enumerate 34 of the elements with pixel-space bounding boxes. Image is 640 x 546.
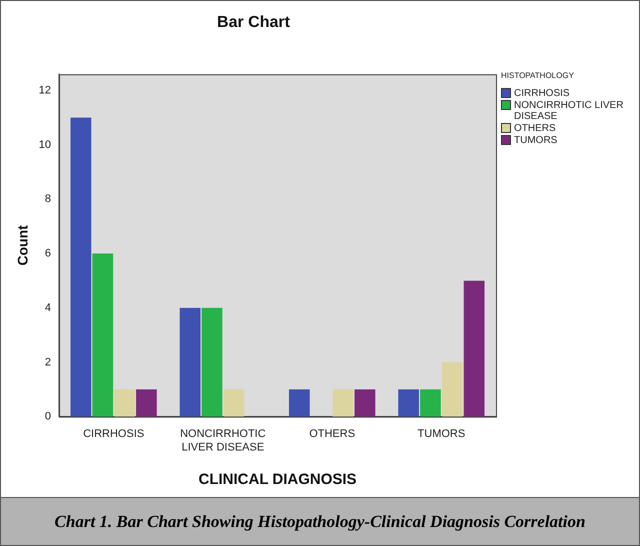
- bar: [354, 389, 376, 417]
- x-tick-label: TUMORS: [418, 428, 466, 440]
- bar: [288, 389, 310, 417]
- bar: [464, 280, 485, 417]
- bar: [136, 389, 157, 417]
- x-tick-label: CIRRHOSIS: [83, 428, 144, 440]
- caption: Chart 1. Bar Chart Showing Histopathology-Clinical Diagnosis Correlation: [54, 512, 586, 532]
- bar: [223, 389, 244, 417]
- bar: [442, 362, 463, 417]
- bar: [202, 308, 222, 417]
- y-tick-label: 2: [44, 356, 52, 368]
- x-tick-label: OTHERS: [309, 428, 356, 440]
- bar: [332, 389, 354, 417]
- y-tick-label: 6: [44, 248, 52, 260]
- legend-title: HISTOPATHOLOGY: [501, 71, 575, 80]
- y-tick-label: 8: [44, 193, 52, 206]
- chart-title: Bar Chart: [217, 14, 291, 32]
- legend-label: TUMORS: [514, 135, 558, 146]
- legend-label: OTHERS: [514, 123, 556, 134]
- y-tick-label: 12: [38, 84, 52, 97]
- legend-label: NONCIRRHOTIC LIVER DISEASE: [514, 100, 624, 122]
- bar: [180, 308, 201, 417]
- y-axis-title: Count: [14, 224, 30, 266]
- legend-label: CIRRHOSIS: [514, 88, 570, 99]
- y-tick-label: 10: [38, 138, 52, 151]
- bar: [398, 389, 419, 417]
- x-axis-title: CLINICAL DIAGNOSIS: [198, 471, 357, 488]
- bar: [420, 389, 441, 417]
- bar: [114, 389, 135, 417]
- y-tick-label: 4: [44, 302, 52, 314]
- bar: [70, 118, 92, 417]
- y-tick-label: 0: [44, 410, 52, 423]
- x-tick-label: NONCIRRHOTIC LIVER DISEASE: [180, 428, 266, 454]
- bar: [92, 254, 114, 417]
